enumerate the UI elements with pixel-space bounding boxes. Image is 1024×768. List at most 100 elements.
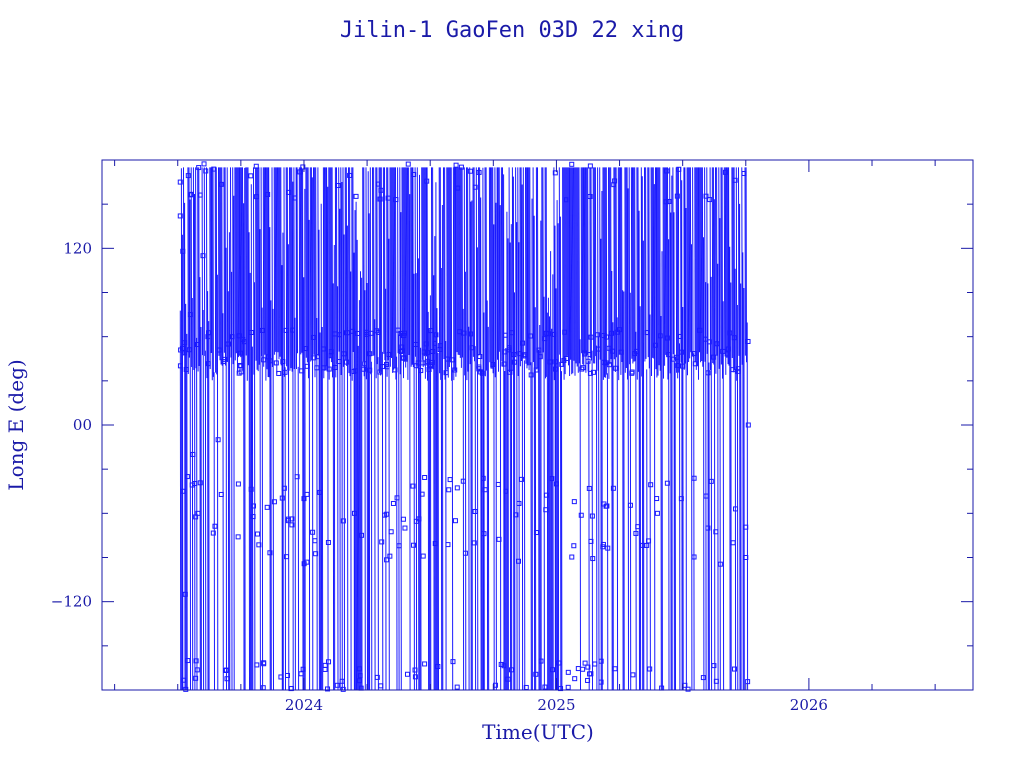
data-point [433, 332, 439, 338]
data-point [271, 499, 277, 505]
data-point [237, 362, 243, 368]
data-point [590, 369, 596, 375]
data-point [326, 659, 332, 665]
y-tick-label: −120 [51, 593, 92, 611]
data-point [609, 330, 615, 336]
data-point [428, 362, 434, 368]
data-point [677, 333, 683, 339]
data-point [713, 529, 719, 535]
data-point [201, 161, 207, 167]
data-point [181, 677, 187, 683]
data-point [617, 327, 623, 333]
data-point [453, 162, 459, 168]
data-point [396, 543, 402, 549]
data-point [743, 555, 749, 560]
data-point [630, 672, 636, 678]
data-point [183, 366, 189, 372]
data-point [482, 487, 488, 493]
data-point [711, 354, 717, 360]
data-point [248, 486, 254, 492]
data-point [210, 530, 216, 536]
data-point [509, 667, 515, 673]
data-point [432, 340, 438, 346]
data-point [423, 341, 429, 347]
data-point [674, 193, 680, 199]
data-point [223, 667, 229, 673]
data-point [745, 422, 751, 428]
data-point [703, 493, 709, 499]
data-point [678, 496, 684, 502]
data-point [185, 658, 191, 664]
data-point [722, 169, 728, 175]
data-point [506, 347, 512, 353]
data-point [652, 342, 658, 348]
data-point [472, 508, 478, 514]
data-point [182, 340, 188, 346]
data-point [399, 344, 405, 350]
data-point [582, 660, 588, 666]
data-point [594, 332, 600, 338]
data-point [587, 193, 593, 199]
data-point [455, 185, 461, 191]
data-point [205, 361, 211, 367]
data-point [588, 671, 594, 677]
y-tick-label: 00 [73, 416, 92, 434]
data-point [334, 682, 340, 688]
data-point [311, 355, 317, 361]
data-point [648, 482, 654, 488]
data-point [292, 195, 298, 201]
data-point [382, 512, 388, 518]
data-point [517, 351, 523, 357]
data-point [387, 553, 393, 559]
data-point [735, 366, 741, 372]
data-point [490, 361, 496, 367]
data-point [666, 198, 672, 204]
data-point [501, 663, 507, 669]
data-point [664, 168, 670, 174]
data-point [446, 487, 452, 493]
data-point [367, 351, 373, 357]
data-point [735, 368, 741, 374]
data-point [588, 538, 594, 544]
data-point [444, 356, 450, 362]
data-point [450, 659, 456, 665]
data-point [254, 662, 260, 668]
data-point [586, 485, 592, 491]
data-point [238, 363, 244, 369]
data-point [632, 351, 638, 357]
data-point [449, 357, 455, 363]
data-point [398, 349, 404, 355]
data-point [479, 370, 485, 376]
data-point [344, 330, 350, 336]
data-point [197, 192, 203, 198]
data-point [553, 481, 559, 487]
data-point [411, 542, 417, 548]
data-point [265, 191, 271, 197]
data-point [255, 531, 261, 537]
data-point [644, 330, 650, 336]
data-point [413, 518, 419, 524]
data-point [248, 173, 254, 179]
data-point [418, 368, 424, 374]
data-point [177, 363, 183, 369]
data-point [633, 530, 639, 536]
data-point [250, 514, 256, 520]
data-point [420, 553, 426, 559]
data-point [477, 354, 483, 360]
x-tick-label: 2024 [285, 696, 323, 714]
data-point [321, 346, 327, 352]
data-point [543, 507, 549, 513]
data-point [364, 331, 370, 337]
data-point [337, 332, 343, 338]
data-point [445, 542, 451, 548]
data-point [610, 348, 616, 354]
data-point [261, 357, 267, 363]
data-point [304, 491, 310, 497]
data-point [384, 361, 390, 367]
data-point [528, 372, 534, 378]
data-point [691, 351, 697, 357]
data-point [421, 349, 427, 355]
data-point [236, 333, 242, 339]
data-point [596, 346, 602, 352]
data-point [730, 540, 736, 546]
